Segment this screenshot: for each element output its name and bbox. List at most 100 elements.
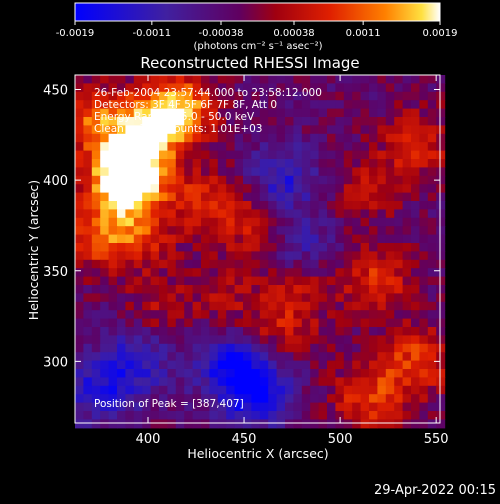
- heatmap-cell: [83, 133, 93, 143]
- heatmap-cell: [167, 100, 177, 110]
- heatmap-cell: [436, 385, 446, 395]
- heatmap-cell: [369, 327, 378, 336]
- heatmap-cell: [360, 142, 370, 152]
- heatmap-cell: [369, 343, 378, 353]
- heatmap-cell: [268, 419, 278, 429]
- heatmap-cell: [167, 318, 177, 328]
- heatmap-cell: [175, 343, 185, 353]
- heatmap-cell: [318, 243, 328, 252]
- heatmap-cell: [394, 91, 404, 101]
- heatmap-cell: [167, 251, 177, 261]
- heatmap-cell: [377, 117, 387, 126]
- heatmap-cell: [360, 91, 370, 101]
- heatmap-cell: [117, 276, 126, 286]
- heatmap-cell: [117, 360, 126, 370]
- heatmap-cell: [318, 268, 328, 278]
- heatmap-cell: [209, 142, 219, 152]
- heatmap-cell: [133, 226, 143, 236]
- heatmap-cell: [100, 327, 110, 336]
- heatmap-cell: [133, 377, 143, 387]
- heatmap-cell: [234, 318, 244, 328]
- heatmap-cell: [427, 159, 437, 168]
- heatmap-cell: [192, 411, 202, 420]
- heatmap-cell: [301, 125, 311, 135]
- heatmap-cell: [192, 217, 202, 227]
- heatmap-cell: [184, 411, 194, 420]
- heatmap-cell: [142, 352, 152, 362]
- heatmap-cell: [226, 318, 236, 328]
- heatmap-cell: [201, 327, 210, 336]
- heatmap-cell: [343, 318, 353, 328]
- heatmap-cell: [327, 192, 336, 202]
- heatmap-cell: [209, 150, 219, 160]
- heatmap-cell: [159, 419, 168, 429]
- heatmap-cell: [100, 318, 110, 328]
- heatmap-cell: [201, 150, 210, 160]
- heatmap-cell: [125, 83, 135, 93]
- heatmap-cell: [108, 335, 118, 345]
- heatmap-cell: [301, 201, 311, 210]
- heatmap-cell: [411, 192, 420, 202]
- heatmap-cell: [259, 91, 269, 101]
- heatmap-cell: [436, 108, 446, 118]
- heatmap-cell: [427, 75, 437, 84]
- heatmap-cell: [335, 318, 345, 328]
- heatmap-cell: [318, 335, 328, 345]
- heatmap-cell: [402, 293, 412, 303]
- heatmap-cell: [75, 394, 84, 404]
- heatmap-cell: [352, 293, 362, 303]
- heatmap-cell: [352, 411, 362, 420]
- heatmap-cell: [125, 327, 135, 336]
- heatmap-cell: [91, 243, 101, 252]
- heatmap-cell: [125, 243, 135, 252]
- heatmap-cell: [343, 419, 353, 429]
- heatmap-cell: [217, 75, 227, 84]
- heatmap-cell: [352, 259, 362, 269]
- heatmap-cell: [201, 259, 210, 269]
- heatmap-cell: [234, 142, 244, 152]
- heatmap-cell: [352, 167, 362, 177]
- heatmap-cell: [268, 108, 278, 118]
- heatmap-cell: [83, 209, 93, 219]
- heatmap-cell: [83, 184, 93, 194]
- heatmap-cell: [268, 385, 278, 395]
- heatmap-cell: [175, 268, 185, 278]
- heatmap-cell: [427, 201, 437, 210]
- heatmap-cell: [192, 91, 202, 101]
- heatmap-cell: [167, 175, 177, 185]
- heatmap-cell: [411, 217, 420, 227]
- heatmap-cell: [133, 285, 143, 294]
- heatmap-cell: [352, 301, 362, 311]
- heatmap-cell: [268, 310, 278, 320]
- heatmap-cell: [117, 117, 126, 126]
- heatmap-cell: [243, 226, 252, 236]
- heatmap-cell: [100, 259, 110, 269]
- heatmap-cell: [83, 360, 93, 370]
- heatmap-cell: [360, 133, 370, 143]
- heatmap-cell: [276, 184, 286, 194]
- heatmap-cell: [201, 125, 210, 135]
- heatmap-cell: [394, 217, 404, 227]
- heatmap-cell: [419, 343, 429, 353]
- heatmap-cell: [419, 209, 429, 219]
- heatmap-cell: [142, 117, 152, 126]
- heatmap-cell: [310, 327, 320, 336]
- heatmap-cell: [125, 100, 135, 110]
- heatmap-cell: [276, 335, 286, 345]
- heatmap-cell: [352, 276, 362, 286]
- heatmap-cell: [301, 243, 311, 252]
- heatmap-cell: [268, 343, 278, 353]
- heatmap-cell: [352, 201, 362, 210]
- heatmap-cell: [117, 234, 126, 244]
- heatmap-cell: [226, 117, 236, 126]
- heatmap-cell: [268, 377, 278, 387]
- heatmap-cell: [117, 369, 126, 378]
- heatmap-cell: [402, 133, 412, 143]
- heatmap-cell: [184, 133, 194, 143]
- heatmap-cell: [285, 293, 294, 303]
- heatmap-cell: [285, 360, 294, 370]
- heatmap-cell: [234, 394, 244, 404]
- heatmap-cell: [335, 327, 345, 336]
- heatmap-cell: [402, 411, 412, 420]
